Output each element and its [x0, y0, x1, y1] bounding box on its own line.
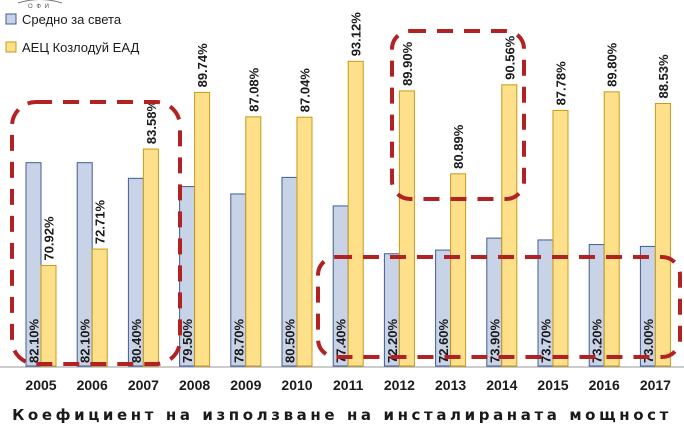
- x-tick-2006: 2006: [77, 377, 108, 393]
- label-kozloduy-2012: 89.90%: [400, 41, 415, 86]
- label-world-2009: 78.70%: [231, 318, 246, 363]
- x-tick-labels: 2005 2006 2007 2008 2009 2010 2011 2012 2013 2014…: [25, 377, 671, 393]
- label-kozloduy-2009: 87.08%: [246, 67, 261, 112]
- label-kozloduy-2006: 72.71%: [93, 200, 108, 245]
- label-kozloduy-2007: 83.58%: [144, 100, 159, 145]
- bars: [25, 60, 671, 367]
- x-tick-2008: 2008: [179, 377, 210, 393]
- bar-world-2005: [25, 162, 42, 367]
- label-world-2007: 80.40%: [129, 318, 144, 363]
- highlight-box-2011-2017: [316, 255, 682, 359]
- legend-label-kozloduy: АЕЦ Козлодуй ЕАД: [22, 40, 139, 55]
- label-world-2016: 73.20%: [590, 318, 605, 363]
- label-kozloduy-2005: 70.92%: [42, 216, 57, 261]
- label-kozloduy-2016: 89.80%: [605, 42, 620, 87]
- x-tick-2017: 2017: [640, 377, 671, 393]
- highlight-box-2005-2007: [10, 100, 182, 366]
- bar-kozloduy-2015: [552, 109, 569, 367]
- bar-kozloduy-2011: [347, 60, 364, 367]
- logo-text: О Ф И: [28, 4, 50, 10]
- x-tick-2007: 2007: [128, 377, 159, 393]
- bar-kozloduy-2012: [398, 90, 415, 367]
- label-kozloduy-2011: 93.12%: [349, 12, 364, 57]
- label-kozloduy-2014: 90.56%: [502, 35, 517, 80]
- label-world-2012: 72.20%: [385, 318, 400, 363]
- legend-item-kozloduy: АЕЦ Козлодуй ЕАД: [5, 40, 139, 55]
- bar-kozloduy-2013: [450, 173, 467, 367]
- label-world-2013: 72.60%: [436, 318, 451, 363]
- value-labels: 82.10% 70.92% 82.10% 72.71% 80.40% 83.58% 79.5…: [27, 12, 671, 363]
- highlight-box-2012-2014: [390, 29, 526, 201]
- label-world-2014: 73.90%: [487, 318, 502, 363]
- label-kozloduy-2013: 80.89%: [451, 124, 466, 169]
- bar-kozloduy-2017: [654, 103, 671, 367]
- bar-kozloduy-2006: [91, 248, 108, 367]
- label-world-2008: 79.50%: [180, 318, 195, 363]
- label-world-2017: 73.00%: [641, 318, 656, 363]
- label-kozloduy-2015: 87.78%: [554, 61, 569, 106]
- logo-arc: [17, 0, 63, 4]
- x-tick-2009: 2009: [230, 377, 261, 393]
- bar-kozloduy-2016: [603, 91, 620, 367]
- label-world-2006: 82.10%: [78, 318, 93, 363]
- legend-label-world: Средно за света: [22, 12, 122, 27]
- label-kozloduy-2010: 87.04%: [298, 68, 313, 113]
- label-kozloduy-2008: 89.74%: [195, 43, 210, 88]
- x-axis-title: Коефициент на използване на инсталиранат…: [12, 406, 672, 424]
- bar-kozloduy-2010: [296, 116, 313, 367]
- bar-kozloduy-2008: [194, 91, 211, 367]
- legend-item-world: Средно за света: [5, 12, 122, 27]
- legend-swatch-world: [5, 13, 17, 25]
- legend: Средно за света АЕЦ Козлодуй ЕАД: [5, 12, 139, 55]
- x-tick-2013: 2013: [435, 377, 466, 393]
- label-kozloduy-2017: 88.53%: [656, 54, 671, 99]
- logo: О Ф И: [17, 0, 63, 10]
- label-world-2005: 82.10%: [27, 318, 42, 363]
- bar-kozloduy-2009: [245, 116, 262, 367]
- x-tick-2016: 2016: [589, 377, 620, 393]
- bar-kozloduy-2005: [40, 265, 57, 367]
- highlight-boxes: [10, 29, 682, 366]
- x-tick-2010: 2010: [281, 377, 312, 393]
- x-tick-2012: 2012: [384, 377, 415, 393]
- label-world-2011: 77.40%: [334, 318, 349, 363]
- x-tick-2014: 2014: [486, 377, 517, 393]
- bar-kozloduy-2014: [501, 84, 518, 367]
- bar-kozloduy-2007: [142, 148, 159, 367]
- x-tick-2005: 2005: [25, 377, 56, 393]
- label-world-2010: 80.50%: [283, 318, 298, 363]
- legend-swatch-kozloduy: [5, 41, 17, 53]
- x-tick-2015: 2015: [537, 377, 568, 393]
- x-tick-2011: 2011: [333, 377, 364, 393]
- label-world-2015: 73.70%: [539, 318, 554, 363]
